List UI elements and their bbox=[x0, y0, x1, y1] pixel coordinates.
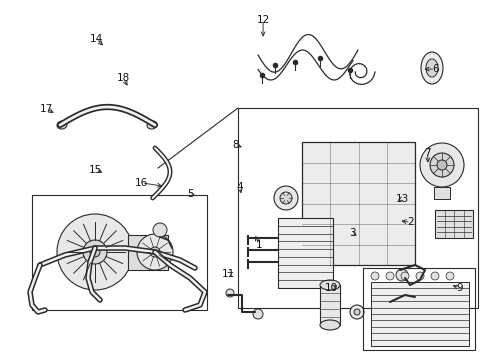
Circle shape bbox=[90, 247, 100, 257]
Bar bbox=[434, 210, 472, 238]
Circle shape bbox=[400, 272, 408, 280]
Ellipse shape bbox=[147, 121, 157, 129]
Bar bbox=[433, 187, 449, 199]
Ellipse shape bbox=[425, 59, 437, 77]
Circle shape bbox=[370, 272, 378, 280]
Circle shape bbox=[225, 289, 234, 297]
Text: 16: 16 bbox=[135, 178, 148, 188]
Circle shape bbox=[252, 309, 263, 319]
Text: 7: 7 bbox=[424, 148, 430, 158]
Text: 3: 3 bbox=[348, 228, 355, 238]
Text: 4: 4 bbox=[236, 182, 243, 192]
Text: 13: 13 bbox=[394, 194, 408, 204]
Circle shape bbox=[445, 272, 453, 280]
Bar bbox=[370, 282, 468, 346]
Bar bbox=[238, 108, 477, 308]
Circle shape bbox=[385, 272, 393, 280]
Ellipse shape bbox=[420, 52, 442, 84]
Text: 15: 15 bbox=[88, 165, 102, 175]
Ellipse shape bbox=[319, 320, 339, 330]
Text: 18: 18 bbox=[116, 73, 130, 84]
Text: 10: 10 bbox=[325, 283, 337, 293]
Circle shape bbox=[57, 214, 133, 290]
Ellipse shape bbox=[57, 121, 67, 129]
Text: 11: 11 bbox=[222, 269, 235, 279]
Circle shape bbox=[153, 223, 167, 237]
Circle shape bbox=[137, 234, 173, 270]
Bar bbox=[128, 235, 168, 270]
Circle shape bbox=[430, 272, 438, 280]
Bar bbox=[278, 218, 332, 288]
Text: 17: 17 bbox=[40, 104, 53, 114]
Circle shape bbox=[419, 143, 463, 187]
Circle shape bbox=[83, 240, 107, 264]
Circle shape bbox=[349, 305, 363, 319]
Circle shape bbox=[280, 192, 291, 204]
Text: 6: 6 bbox=[431, 64, 438, 74]
Bar bbox=[32, 195, 206, 310]
Text: 1: 1 bbox=[255, 240, 262, 250]
Circle shape bbox=[381, 298, 393, 310]
Text: 12: 12 bbox=[256, 15, 269, 25]
Bar bbox=[362, 268, 474, 350]
Circle shape bbox=[429, 153, 453, 177]
Bar bbox=[302, 142, 414, 265]
Text: 9: 9 bbox=[455, 283, 462, 293]
Bar bbox=[319, 285, 339, 325]
Circle shape bbox=[353, 309, 359, 315]
Circle shape bbox=[395, 269, 407, 281]
Text: 2: 2 bbox=[407, 217, 413, 228]
Text: 14: 14 bbox=[89, 34, 103, 44]
Circle shape bbox=[273, 186, 297, 210]
Ellipse shape bbox=[319, 280, 339, 290]
Text: 5: 5 bbox=[187, 189, 194, 199]
Circle shape bbox=[436, 160, 446, 170]
Circle shape bbox=[150, 247, 160, 257]
Text: 8: 8 bbox=[232, 140, 239, 150]
Circle shape bbox=[415, 272, 423, 280]
